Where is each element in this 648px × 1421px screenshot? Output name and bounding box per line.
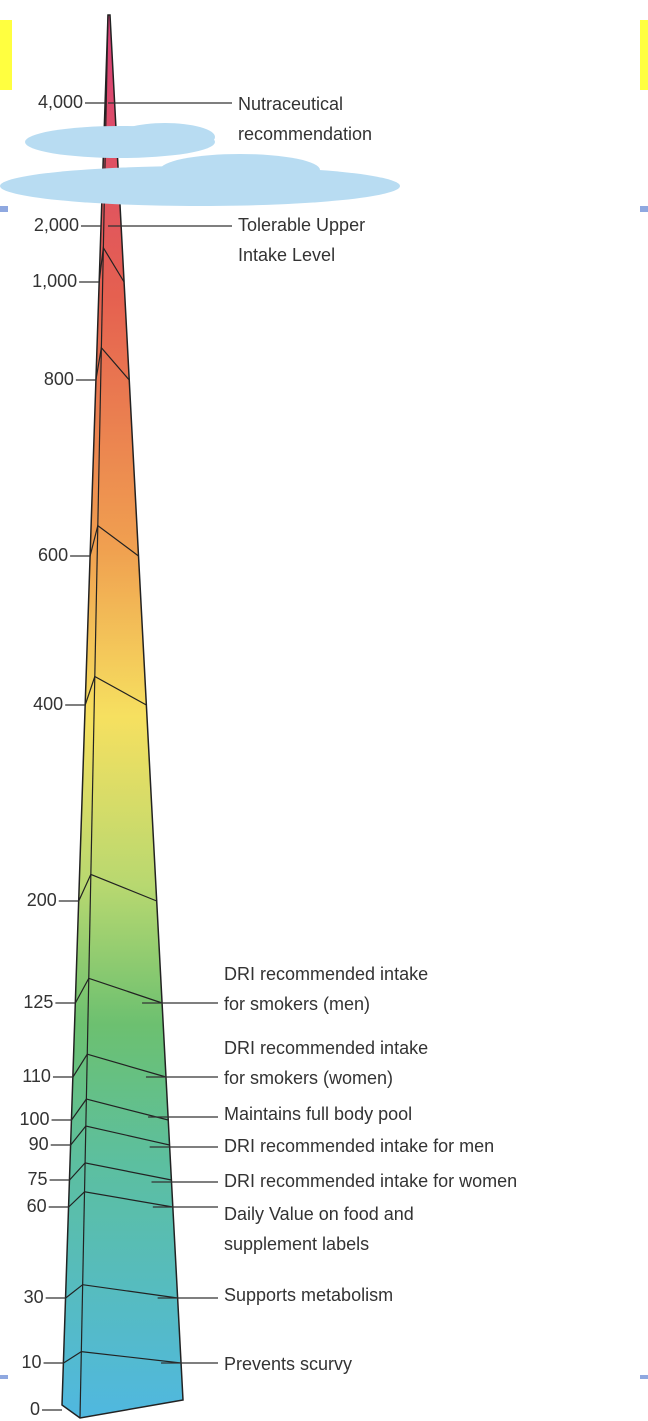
axis-label: 60	[27, 1196, 47, 1216]
band-line	[84, 675, 147, 706]
annotation: recommendation	[238, 124, 372, 144]
annotation: Supports metabolism	[224, 1285, 393, 1305]
band-line	[74, 977, 163, 1004]
bullet	[0, 1375, 8, 1379]
bullet	[640, 1375, 648, 1379]
annotation: for smokers (women)	[224, 1068, 393, 1088]
annotation: supplement labels	[224, 1234, 369, 1254]
axis-label: 400	[33, 694, 63, 714]
band-line	[69, 1162, 172, 1181]
axis-label: 2,000	[34, 215, 79, 235]
spike	[61, 14, 184, 1419]
annotation: DRI recommended intake	[224, 964, 428, 984]
annotation: Intake Level	[238, 245, 335, 265]
band-line	[89, 524, 139, 557]
band-line	[65, 1284, 178, 1299]
axis-label: 4,000	[38, 92, 83, 112]
band-line	[98, 246, 125, 283]
axis-label: 110	[22, 1066, 51, 1086]
band-line	[70, 1125, 170, 1146]
axis-label: 125	[23, 992, 53, 1012]
axis-label: 30	[24, 1287, 44, 1307]
axis-label: 100	[19, 1109, 49, 1129]
bullet	[0, 206, 8, 212]
annotation: Nutraceutical	[238, 94, 343, 114]
band-line	[71, 1098, 169, 1121]
axis-label: 75	[28, 1169, 48, 1189]
axis-label: 90	[29, 1134, 49, 1154]
axis-label: 10	[22, 1352, 42, 1372]
axis-label: 600	[38, 545, 68, 565]
axis-label: 0	[30, 1399, 40, 1419]
band-line	[68, 1191, 173, 1208]
annotation: Maintains full body pool	[224, 1104, 412, 1124]
annotation: Tolerable Upper	[238, 215, 365, 235]
band-line	[72, 1053, 167, 1078]
axis-label: 200	[27, 890, 57, 910]
annotation: Daily Value on food and	[224, 1204, 414, 1224]
annotation: DRI recommended intake for men	[224, 1136, 494, 1156]
annotation: Prevents scurvy	[224, 1354, 352, 1374]
band-line	[78, 873, 157, 902]
highlight	[640, 20, 648, 90]
highlight	[0, 20, 12, 90]
axis-label: 800	[44, 369, 74, 389]
clouds	[0, 123, 400, 206]
annotation: DRI recommended intake	[224, 1038, 428, 1058]
labels: 4,0002,0001,0008006004002001251101009075…	[19, 92, 517, 1419]
bullet	[640, 206, 648, 212]
band-line	[63, 1350, 182, 1364]
annotation: for smokers (men)	[224, 994, 370, 1014]
band-line	[95, 346, 130, 381]
annotation: DRI recommended intake for women	[224, 1171, 517, 1191]
spike-body	[61, 14, 184, 1419]
axis-label: 1,000	[32, 271, 77, 291]
